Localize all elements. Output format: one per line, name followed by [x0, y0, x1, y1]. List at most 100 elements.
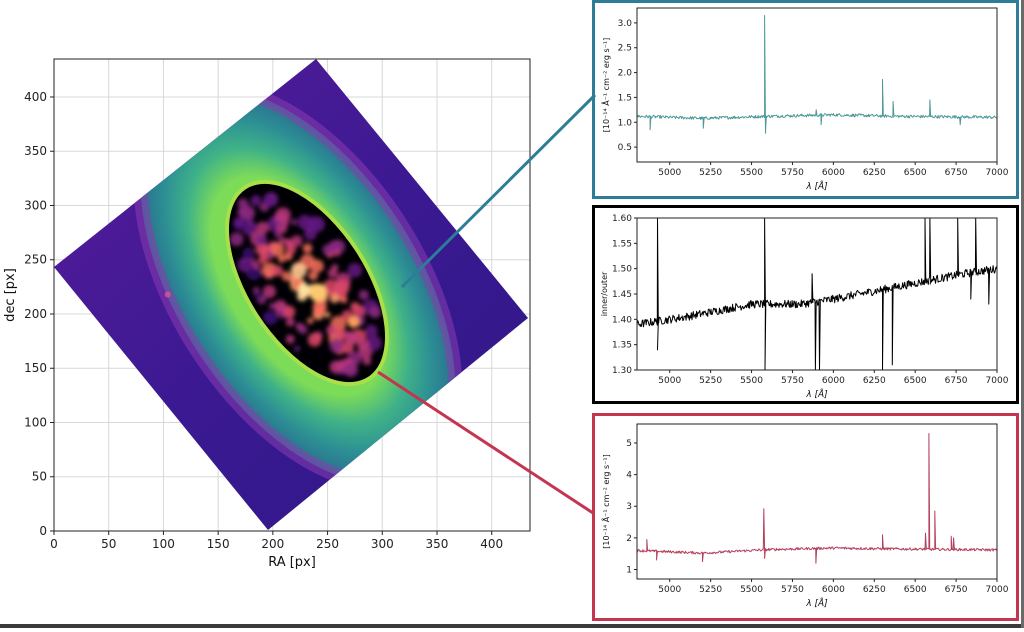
window-right-edge [1021, 0, 1024, 628]
inner-spectrum-series-line [636, 433, 998, 564]
ratio-y-tick-label: 1.40 [612, 315, 632, 325]
inner-spectrum-x-tick-label: 6000 [822, 585, 845, 595]
ratio-frame [592, 205, 1019, 404]
ratio-x-tick-label: 6250 [863, 376, 886, 386]
ratio-x-axis-label: λ [Å] [805, 388, 828, 400]
image-y-tick-label: 400 [24, 90, 47, 104]
emission-blob [233, 217, 245, 228]
image-x-tick-label: 250 [316, 537, 339, 551]
emission-blob [237, 198, 249, 209]
inner-spectrum-x-tick-label: 6750 [945, 585, 968, 595]
emission-blob [274, 299, 287, 313]
emission-blob [270, 242, 285, 257]
image-x-tick-label: 150 [207, 537, 230, 551]
emission-blob [306, 317, 314, 325]
ratio-x-tick-label: 7000 [986, 376, 1009, 386]
emission-blob [294, 345, 301, 352]
emission-blob [347, 262, 363, 278]
outer-spectrum-y-tick-label: 2.5 [618, 44, 632, 54]
inner-spectrum-y-tick-label: 1 [626, 566, 632, 576]
outer-spectrum-x-tick-label: 6750 [945, 168, 968, 178]
emission-blob [307, 332, 322, 347]
outer-spectrum-x-tick-label: 5500 [740, 168, 763, 178]
image-x-tick-label: 0 [50, 537, 58, 551]
ratio-x-tick-label: 6000 [822, 376, 845, 386]
image-y-tick-label: 100 [24, 415, 47, 429]
nucleus-blob [298, 283, 311, 296]
emission-blob [258, 255, 267, 265]
emission-blob [242, 247, 255, 260]
emission-blob [327, 325, 336, 334]
ratio-x-tick-label: 6500 [904, 376, 927, 386]
outer-spectrum-y-tick-label: 1.0 [618, 118, 633, 128]
emission-blob [285, 334, 295, 344]
emission-blob [357, 338, 370, 352]
emission-blob [365, 324, 378, 338]
emission-blob [340, 296, 348, 304]
emission-blob [275, 207, 291, 223]
emission-blob [277, 254, 286, 263]
ratio-panel: 5000 5250 5500 5750 6000 6250 6500 6750 7000 1.30… [600, 214, 1009, 400]
emission-blob [310, 259, 324, 273]
ratio-x-tick-label: 5250 [699, 376, 722, 386]
inner-spectrum-axes-frame [636, 423, 998, 580]
outer-spectrum-y-tick-label: 1.5 [618, 93, 632, 103]
image-y-tick-label: 150 [24, 361, 47, 375]
image-x-tick-label: 50 [101, 537, 116, 551]
emission-blob [283, 305, 296, 318]
emission-blob [229, 232, 244, 247]
outer-connector-line [400, 93, 597, 289]
image-x-tick-label: 350 [426, 537, 449, 551]
bright-source [164, 291, 171, 298]
outer-spectrum-x-tick-label: 5750 [781, 168, 804, 178]
inner-connector-line [377, 370, 594, 515]
outer-spectrum-x-tick-label: 7000 [986, 168, 1009, 178]
emission-blob [290, 262, 307, 279]
emission-blob [278, 237, 286, 244]
outer-spectrum-frame [592, 0, 1019, 199]
image-y-tick-label: 200 [24, 307, 47, 321]
ratio-y-tick-label: 1.55 [612, 239, 632, 249]
emission-blob [254, 292, 262, 300]
inner-spectrum-x-tick-label: 6250 [863, 585, 886, 595]
inner-spectrum-frame [592, 413, 1019, 621]
outer-spectrum-x-tick-label: 6000 [822, 168, 845, 178]
ratio-y-tick-label: 1.35 [612, 341, 632, 351]
emission-blob [285, 244, 296, 255]
outer-spectrum-y-tick-label: 3.0 [618, 19, 633, 29]
outer-spectrum-y-axis-label: [10⁻¹⁴ Å⁻¹ cm⁻² erg s⁻¹] [600, 38, 611, 133]
emission-blob [343, 331, 354, 342]
emission-blob [331, 264, 339, 272]
emission-blob [252, 286, 260, 295]
emission-blob [309, 216, 325, 233]
inner-spectrum-x-tick-label: 7000 [986, 585, 1009, 595]
inner-spectrum-panel: 5000 5250 5500 5750 6000 6250 6500 6750 7000 1 2 3 4… [600, 423, 1009, 609]
outer-spectrum-x-tick-label: 6500 [904, 168, 927, 178]
emission-blob [358, 289, 369, 301]
image-x-tick-label: 100 [152, 537, 175, 551]
ratio-x-tick-label: 5750 [781, 376, 804, 386]
emission-blob [295, 322, 303, 330]
emission-blob [302, 243, 313, 254]
emission-blob [322, 244, 333, 255]
inner-spectrum-y-axis-label: [10⁻¹⁴ Å⁻¹ cm⁻² erg s⁻¹] [600, 454, 611, 549]
emission-blob [262, 285, 276, 299]
emission-blob [237, 207, 247, 217]
ratio-x-tick-label: 6750 [945, 376, 968, 386]
emission-blob [352, 304, 366, 318]
image-axes-frame [53, 58, 531, 532]
emission-blob [271, 265, 283, 277]
ratio-plot-area [637, 218, 997, 370]
ratio-series-line [636, 217, 998, 371]
emission-blob [333, 249, 341, 257]
emission-blob [256, 221, 270, 235]
ratio-y-axis-label: inner/outer [600, 271, 609, 316]
emission-blob [308, 270, 319, 281]
outer-spectrum-y-tick-label: 2.0 [618, 69, 633, 79]
emission-blob [264, 311, 278, 325]
image-y-tick-label: 350 [24, 144, 47, 158]
ratio-y-tick-label: 1.45 [612, 290, 632, 300]
emission-blob [285, 317, 295, 327]
